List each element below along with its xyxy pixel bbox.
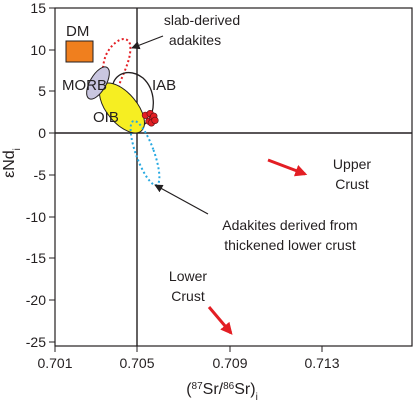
slab-adakites-arrow [131, 35, 164, 50]
x-axis-ticks [54, 346, 323, 352]
x-tick-label: 0.713 [304, 355, 339, 371]
y-tick-label: -20 [26, 292, 46, 308]
y-tick-label: -10 [26, 209, 46, 225]
lower-crust-adakites-arrow [154, 184, 209, 215]
upper-crust-label: Upper [333, 156, 371, 172]
x-tick-label: 0.705 [119, 355, 154, 371]
slab-adakites-label: slab-derived [164, 12, 240, 28]
x-tick-label: 0.709 [212, 355, 247, 371]
dm-label: DM [66, 23, 89, 40]
morb-label: MORB [62, 77, 107, 94]
lower-crust-adakites-label: Adakites derived from [222, 217, 357, 233]
lower-crust-label: Lower [169, 268, 207, 284]
y-tick-label: 0 [38, 125, 46, 141]
y-tick-label: -25 [26, 334, 46, 350]
x-tick-label: 0.701 [37, 355, 72, 371]
sample-points [141, 109, 159, 127]
iab-label: IAB [152, 77, 176, 94]
y-tick-labels: 15 10 5 0 -5 -10 -15 -20 -25 [26, 0, 46, 350]
morb-field [86, 66, 110, 100]
y-axis-ticks [49, 7, 55, 343]
slab-derived-adakites-field [101, 38, 132, 100]
y-tick-label: -15 [26, 250, 46, 266]
oib-label: OIB [93, 109, 119, 126]
x-axis-title: (87Sr/86Sr)i [186, 381, 258, 403]
x-tick-labels: 0.701 0.705 0.709 0.713 [37, 355, 339, 371]
y-tick-label: 10 [30, 42, 46, 58]
y-tick-label: -5 [34, 167, 47, 183]
sample-point [151, 116, 159, 124]
dm-field [65, 40, 94, 63]
y-axis-title: εNdi [1, 148, 23, 178]
lower-crust-adakites-label-line2: thickened lower crust [224, 237, 356, 253]
plot-frame [54, 7, 413, 347]
y-tick-label: 15 [30, 0, 46, 16]
lower-crust-arrow [207, 306, 233, 335]
y-tick-label: 5 [38, 83, 46, 99]
slab-adakites-label-line2: adakites [169, 32, 221, 48]
upper-crust-arrow [267, 158, 308, 177]
upper-crust-label-line2: Crust [335, 176, 369, 192]
lower-crust-label-line2: Crust [171, 288, 205, 304]
